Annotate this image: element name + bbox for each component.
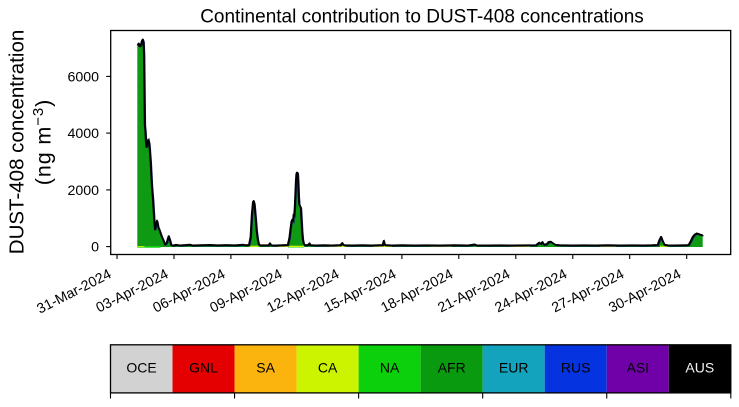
svg-text:OCE: OCE xyxy=(126,359,156,375)
svg-text:AFR: AFR xyxy=(438,359,466,375)
svg-text:SA: SA xyxy=(256,359,275,375)
svg-text:4000: 4000 xyxy=(67,126,99,142)
svg-text:Continental contribution to DU: Continental contribution to DUST-408 con… xyxy=(200,7,644,28)
svg-text:CA: CA xyxy=(318,359,338,375)
svg-text:GNL: GNL xyxy=(189,359,218,375)
svg-text:2000: 2000 xyxy=(67,183,99,199)
svg-text:ASI: ASI xyxy=(627,359,650,375)
svg-text:AUS: AUS xyxy=(685,359,714,375)
svg-text:0: 0 xyxy=(91,240,99,256)
svg-text:NA: NA xyxy=(380,359,400,375)
svg-text:RUS: RUS xyxy=(561,359,591,375)
svg-text:DUST-408 concentration: DUST-408 concentration xyxy=(6,30,29,254)
svg-text:EUR: EUR xyxy=(499,359,529,375)
svg-text:6000: 6000 xyxy=(67,70,99,86)
